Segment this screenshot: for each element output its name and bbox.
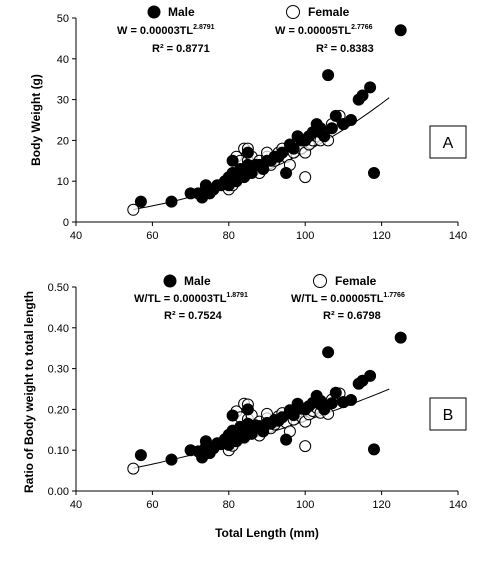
x-tick-label: 40 [70,230,82,242]
female-point [127,462,140,475]
female-r2: R² = 0.8383 [316,43,374,55]
male-equation: W = 0.00003TL2.8791 [117,24,215,37]
male-point [226,409,239,422]
y-tick-label: 0.50 [48,282,69,294]
male-point [322,69,335,82]
y-tick-label: 0.10 [48,445,69,457]
x-tick-label: 120 [372,499,390,511]
male-point [345,394,357,406]
x-tick-label: 60 [146,499,158,511]
legend-female-label: Female [308,5,350,19]
male-point [325,122,338,135]
x-tick-label: 40 [70,499,82,511]
male-point [280,433,293,446]
male-r2: R² = 0.8771 [152,43,210,55]
male-point [165,453,178,466]
y-tick-label: 10 [57,176,69,188]
x-tick-label: 100 [296,230,314,242]
female-point [127,203,140,216]
male-point [165,195,178,208]
data-points [127,24,407,216]
male-point [356,89,369,102]
panel-letter-box [429,397,467,431]
x-tick-label: 60 [146,230,158,242]
male-point [241,146,254,159]
male-point [287,142,300,155]
legend-male-marker [163,274,177,288]
x-tick-label: 100 [296,499,314,511]
male-point [280,167,293,179]
male-point [368,167,380,179]
male-equation: W/TL = 0.00003TL1.8791 [134,292,248,305]
male-point [364,369,377,382]
legend-male-label: Male [168,5,195,19]
male-point [226,154,239,167]
male-point [329,386,342,399]
male-point [364,81,377,94]
male-point [318,130,331,143]
x-axis-title: Total Length (mm) [215,526,319,540]
male-r2: R² = 0.7524 [164,310,223,322]
legend-male-marker [147,5,161,19]
legend-male-label: Male [184,274,211,288]
legend-female-marker [286,5,300,19]
legend: Male Female [163,274,377,288]
male-point [345,114,357,126]
panel-a: 0 10 20 30 40 50 40 60 80 100 120 140 Body Weight … [29,5,467,242]
legend-female-label: Female [335,274,377,288]
male-point [325,397,338,410]
x-ticks: 40 60 80 100 120 140 [70,491,467,511]
x-tick-label: 80 [223,499,235,511]
female-point [299,440,312,453]
panel-b: 0.00 0.10 0.20 0.30 0.40 0.50 40 60 80 100 120 140… [22,274,467,540]
male-point [329,109,342,122]
y-tick-label: 50 [57,13,69,25]
panel-letter: B [443,407,454,424]
y-tick-label: 0.30 [48,364,69,376]
y-tick-label: 40 [57,54,69,66]
legend: Male Female [147,5,350,19]
y-tick-label: 0.20 [48,404,69,416]
male-point [287,409,300,422]
male-point [199,435,212,448]
panel-letter-box [429,125,467,159]
male-point [394,331,407,344]
y-axis-title: Ratio of Body weight to total length [22,291,36,493]
x-tick-label: 80 [223,230,235,242]
y-ticks: 0 10 20 30 40 50 [57,13,76,229]
y-tick-label: 0.40 [48,323,69,335]
x-tick-label: 140 [449,230,467,242]
male-point [276,411,289,424]
male-point [394,24,407,37]
x-tick-label: 120 [372,230,390,242]
male-point [134,195,147,208]
male-point [134,449,147,462]
y-axis-title: Body Weight (g) [29,74,43,166]
female-r2: R² = 0.6798 [323,310,381,322]
male-point [276,146,289,159]
y-ticks: 0.00 0.10 0.20 0.30 0.40 0.50 [48,282,76,498]
male-point [368,443,380,456]
female-point [299,171,312,184]
y-tick-label: 20 [57,135,69,147]
male-point [322,346,335,359]
x-tick-label: 140 [449,499,467,511]
y-tick-label: 30 [57,95,69,107]
panel-letter: A [443,135,454,152]
female-equation: W/TL = 0.00005TL1.7766 [291,292,405,305]
data-points [127,331,407,475]
male-point [241,403,254,416]
legend-female-marker [313,274,327,288]
y-tick-label: 0.00 [48,486,69,498]
y-tick-label: 0 [63,217,69,229]
x-ticks: 40 60 80 100 120 140 [70,222,467,242]
female-equation: W = 0.00005TL2.7766 [275,24,373,37]
